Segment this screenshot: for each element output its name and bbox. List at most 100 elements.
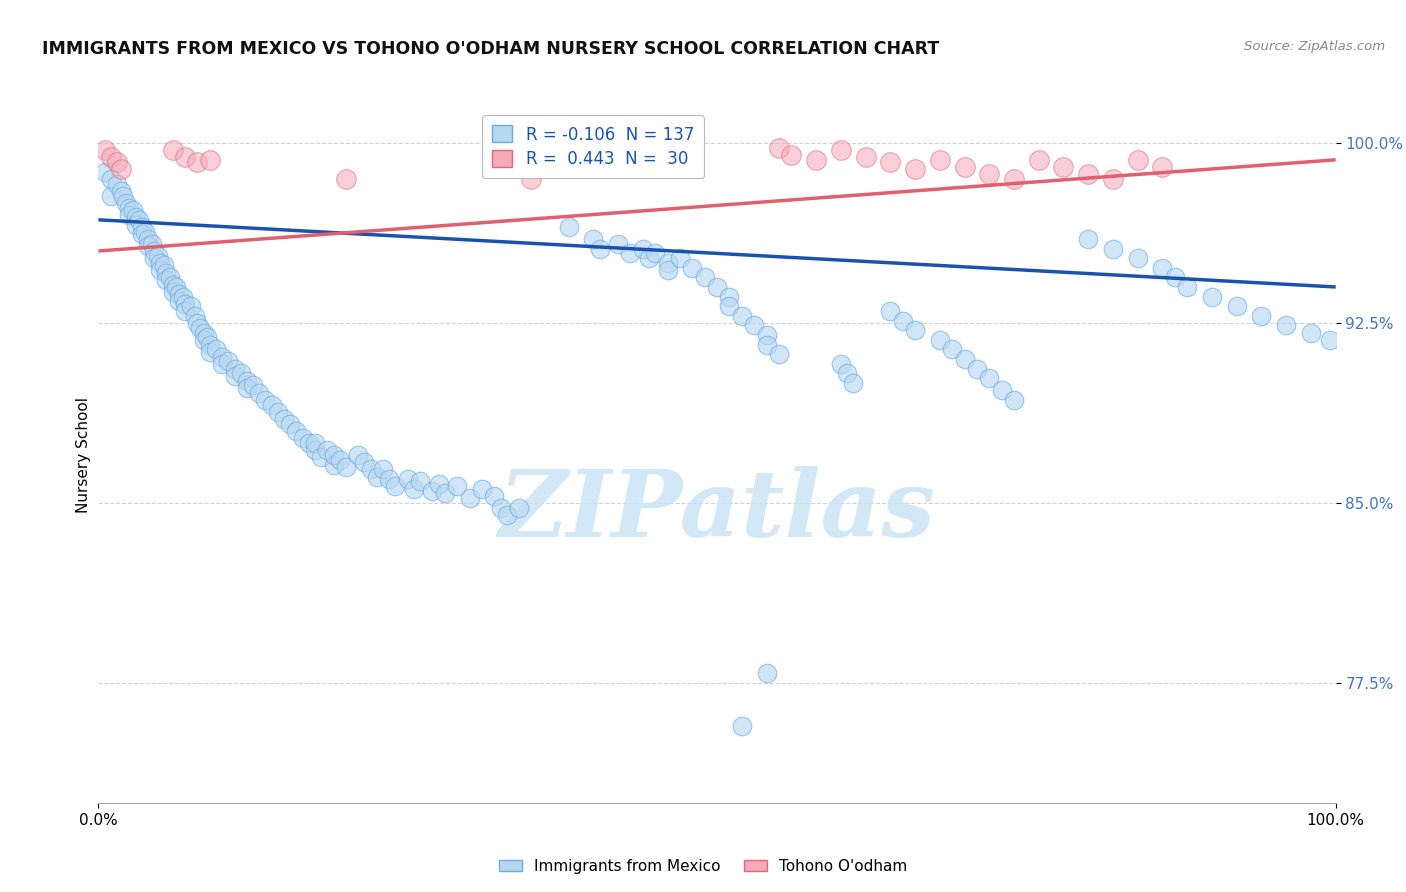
Point	[422, 483, 444, 498]
Point	[165, 280, 187, 294]
Point	[353, 455, 375, 469]
Point	[1275, 318, 1298, 333]
Point	[105, 177, 128, 191]
Point	[278, 417, 301, 431]
Point	[768, 347, 790, 361]
Point	[1028, 153, 1050, 167]
Point	[1077, 167, 1099, 181]
Point	[718, 299, 741, 313]
Point	[1102, 172, 1125, 186]
Point	[236, 381, 259, 395]
Point	[143, 251, 166, 265]
Point	[211, 350, 233, 364]
Point	[904, 323, 927, 337]
Point	[186, 316, 208, 330]
Point	[607, 236, 630, 251]
Point	[242, 378, 264, 392]
Point	[136, 239, 159, 253]
Point	[316, 443, 339, 458]
Text: IMMIGRANTS FROM MEXICO VS TOHONO O'ODHAM NURSERY SCHOOL CORRELATION CHART: IMMIGRANTS FROM MEXICO VS TOHONO O'ODHAM…	[42, 40, 939, 58]
Point	[830, 357, 852, 371]
Point	[309, 450, 332, 465]
Point	[193, 333, 215, 347]
Point	[124, 218, 146, 232]
Point	[188, 320, 211, 334]
Point	[347, 448, 370, 462]
Point	[966, 361, 988, 376]
Point	[891, 313, 914, 327]
Point	[928, 153, 950, 167]
Point	[229, 367, 252, 381]
Point	[520, 172, 543, 186]
Point	[644, 246, 666, 260]
Point	[879, 155, 901, 169]
Point	[198, 153, 221, 167]
Point	[174, 304, 197, 318]
Point	[105, 155, 128, 169]
Point	[110, 162, 132, 177]
Point	[122, 203, 145, 218]
Point	[928, 333, 950, 347]
Point	[260, 398, 283, 412]
Point	[322, 448, 344, 462]
Point	[128, 212, 150, 227]
Point	[742, 318, 765, 333]
Point	[471, 482, 494, 496]
Point	[1175, 280, 1198, 294]
Point	[508, 500, 530, 515]
Point	[149, 256, 172, 270]
Point	[979, 371, 1001, 385]
Point	[162, 143, 184, 157]
Point	[1002, 172, 1025, 186]
Point	[835, 367, 858, 381]
Point	[458, 491, 481, 505]
Point	[304, 436, 326, 450]
Point	[879, 304, 901, 318]
Point	[93, 143, 115, 157]
Point	[904, 162, 927, 177]
Point	[159, 270, 181, 285]
Point	[174, 297, 197, 311]
Point	[557, 219, 579, 234]
Point	[100, 150, 122, 164]
Point	[322, 458, 344, 472]
Point	[384, 479, 406, 493]
Point	[198, 344, 221, 359]
Point	[378, 472, 401, 486]
Point	[335, 459, 357, 474]
Point	[706, 280, 728, 294]
Point	[484, 489, 506, 503]
Point	[1152, 260, 1174, 275]
Point	[842, 376, 865, 390]
Point	[582, 160, 605, 174]
Point	[118, 208, 141, 222]
Point	[110, 184, 132, 198]
Point	[979, 167, 1001, 181]
Point	[489, 500, 512, 515]
Point	[285, 424, 308, 438]
Point	[1052, 160, 1074, 174]
Point	[693, 270, 716, 285]
Point	[247, 385, 270, 400]
Point	[162, 277, 184, 292]
Point	[273, 412, 295, 426]
Point	[619, 246, 641, 260]
Point	[136, 232, 159, 246]
Point	[755, 337, 778, 351]
Point	[1126, 251, 1149, 265]
Point	[446, 479, 468, 493]
Point	[195, 330, 218, 344]
Point	[184, 309, 207, 323]
Point	[1102, 242, 1125, 256]
Point	[755, 666, 778, 681]
Point	[1226, 299, 1249, 313]
Point	[953, 351, 976, 366]
Point	[155, 266, 177, 280]
Point	[335, 172, 357, 186]
Point	[224, 361, 246, 376]
Point	[254, 392, 277, 407]
Point	[134, 225, 156, 239]
Point	[1319, 333, 1341, 347]
Point	[149, 263, 172, 277]
Point	[396, 472, 419, 486]
